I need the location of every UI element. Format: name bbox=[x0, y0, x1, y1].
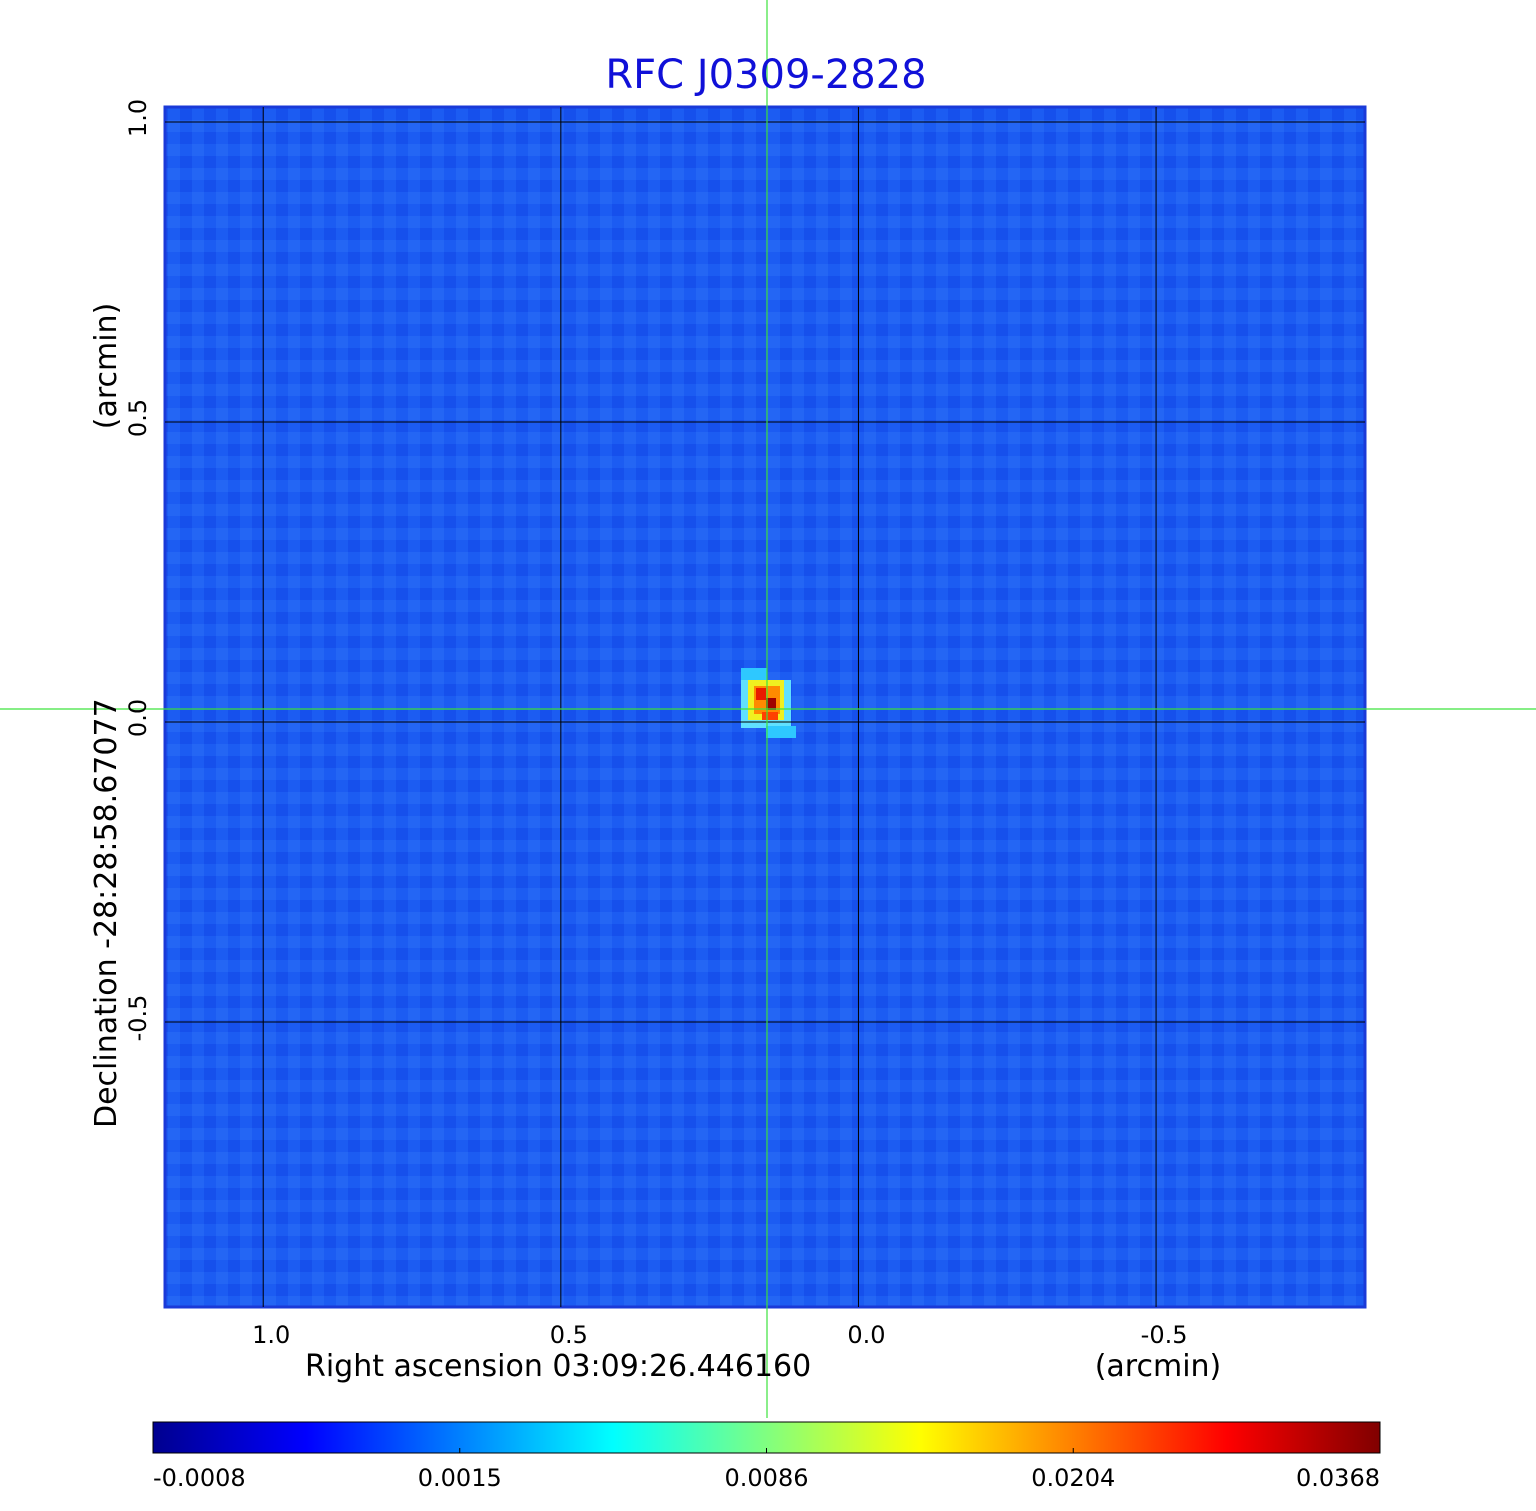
y-tick-label: 0.5 bbox=[124, 399, 152, 437]
x-tick-label: 0.5 bbox=[550, 1321, 588, 1349]
x-tick-label: 1.0 bbox=[252, 1321, 290, 1349]
x-tick-label: 0.0 bbox=[847, 1321, 885, 1349]
colorbar-tick-label: 0.0015 bbox=[418, 1464, 502, 1492]
y-axis-unit: (arcmin) bbox=[89, 303, 124, 430]
x-axis-unit: (arcmin) bbox=[1095, 1349, 1222, 1384]
y-tick-label: -0.5 bbox=[124, 995, 152, 1042]
grid bbox=[165, 107, 1365, 1307]
source bbox=[741, 668, 796, 738]
colorbar-tick-label: 0.0086 bbox=[725, 1464, 809, 1492]
y-tick-label: 0.0 bbox=[124, 699, 152, 737]
x-axis-label: Right ascension 03:09:26.446160 bbox=[305, 1349, 811, 1384]
y-axis-label: Declination -28:28:58.67077 bbox=[89, 698, 124, 1128]
y-tick-label: 1.0 bbox=[124, 99, 152, 137]
chart-title: RFC J0309-2828 bbox=[605, 52, 926, 98]
colorbar-tick-label: 0.0204 bbox=[1031, 1464, 1115, 1492]
colorbar-tick-label: 0.0368 bbox=[1296, 1464, 1380, 1492]
colorbar-tick-label: -0.0008 bbox=[153, 1464, 246, 1492]
colorbar bbox=[152, 1421, 1381, 1454]
x-tick-label: -0.5 bbox=[1141, 1321, 1188, 1349]
